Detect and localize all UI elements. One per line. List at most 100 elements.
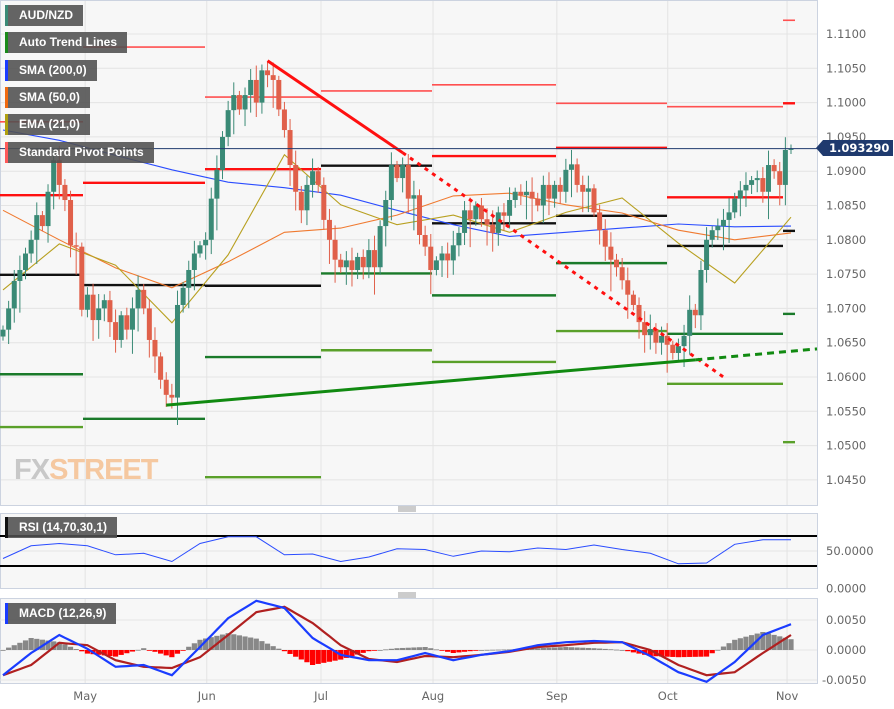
candle-bullish bbox=[6, 308, 12, 330]
legend-item[interactable]: EMA (21,0) bbox=[5, 114, 90, 136]
macd-histogram-bar bbox=[79, 650, 85, 652]
ema21-line bbox=[2, 153, 792, 324]
macd-histogram-bar bbox=[22, 640, 29, 650]
candle-bullish bbox=[51, 160, 57, 192]
macd-histogram-bar bbox=[186, 646, 192, 650]
candle-bearish bbox=[445, 253, 451, 261]
macd-histogram-bar bbox=[737, 638, 743, 650]
macd-histogram-bar bbox=[709, 650, 715, 654]
macd-histogram-bar bbox=[703, 650, 710, 657]
macd-histogram-bar bbox=[146, 650, 152, 651]
macd-histogram-bar bbox=[405, 647, 411, 650]
candle-bullish bbox=[754, 178, 760, 181]
candle-bearish bbox=[276, 79, 282, 110]
macd-histogram-bar bbox=[67, 646, 74, 650]
candle-bullish bbox=[304, 184, 310, 211]
candle-bearish bbox=[315, 171, 321, 185]
macd-histogram-bar bbox=[377, 650, 383, 651]
candle-bearish bbox=[293, 165, 299, 192]
candle-bearish bbox=[298, 191, 304, 211]
y-tick-label: 1.1050 bbox=[826, 61, 866, 75]
macd-tick-label: -0.0050 bbox=[822, 673, 866, 687]
candle-bearish bbox=[349, 260, 355, 270]
candle-bullish bbox=[34, 215, 40, 240]
current-price-tag: 1.093290 bbox=[815, 140, 894, 156]
candle-bullish bbox=[681, 335, 687, 347]
macd-histogram-bar bbox=[236, 635, 242, 650]
candle-bullish bbox=[749, 180, 755, 185]
macd-histogram-bar bbox=[664, 650, 670, 657]
candle-bullish bbox=[343, 260, 349, 268]
macd-histogram-bar bbox=[304, 650, 310, 663]
macd-label[interactable]: MACD (12,26,9) bbox=[5, 603, 117, 624]
candle-bullish bbox=[507, 200, 513, 216]
candle-bullish bbox=[462, 210, 468, 233]
x-tick-label: Jul bbox=[313, 689, 328, 703]
macd-histogram-bar bbox=[557, 647, 563, 650]
macd-histogram-bar bbox=[765, 633, 772, 650]
rsi-tick-label: 0.0000 bbox=[826, 582, 866, 596]
candle-bearish bbox=[664, 335, 670, 345]
macd-histogram-bar bbox=[366, 650, 372, 652]
legend-item[interactable]: SMA (200,0) bbox=[5, 59, 97, 81]
candle-bearish bbox=[62, 184, 68, 201]
x-tick-label: Aug bbox=[422, 689, 444, 703]
candle-bearish bbox=[636, 304, 642, 323]
candle-bullish bbox=[456, 232, 462, 246]
legend-item[interactable]: Auto Trend Lines bbox=[5, 32, 128, 54]
candle-bearish bbox=[467, 210, 473, 220]
macd-histogram-bar bbox=[219, 634, 226, 650]
candle-bearish bbox=[760, 178, 766, 192]
candle-bearish bbox=[597, 212, 603, 231]
candle-bullish bbox=[411, 195, 417, 199]
legend-item[interactable]: SMA (50,0) bbox=[5, 86, 90, 108]
x-tick-label: Nov bbox=[776, 689, 799, 703]
macd-histogram-bar bbox=[445, 650, 451, 652]
candle-bullish bbox=[366, 250, 372, 268]
candle-bearish bbox=[518, 191, 524, 196]
candle-bullish bbox=[242, 95, 248, 110]
macd-histogram-bar bbox=[478, 650, 485, 651]
candle-bullish bbox=[383, 200, 389, 227]
macd-histogram-bar bbox=[687, 650, 693, 657]
candle-bullish bbox=[101, 300, 107, 309]
macd-histogram-bar bbox=[169, 650, 175, 658]
macd-histogram-bar bbox=[112, 650, 119, 657]
macd-line bbox=[2, 599, 792, 684]
macd-histogram-bar bbox=[141, 648, 147, 650]
candle-bullish bbox=[225, 110, 231, 137]
rsi-label[interactable]: RSI (14,70,30,1) bbox=[5, 517, 118, 538]
candle-bearish bbox=[107, 300, 113, 323]
macd-histogram-bar bbox=[17, 642, 23, 650]
macd-histogram-bar bbox=[191, 643, 197, 650]
candle-bearish bbox=[287, 130, 293, 166]
macd-histogram-bar bbox=[84, 650, 91, 654]
candle-bullish bbox=[355, 256, 361, 270]
candle-bullish bbox=[310, 171, 316, 185]
x-tick-label: May bbox=[73, 689, 97, 703]
candle-bearish bbox=[338, 259, 344, 268]
candle-bullish bbox=[765, 165, 771, 192]
candle-bullish bbox=[208, 198, 214, 240]
macd-histogram-bar bbox=[73, 649, 79, 650]
macd-histogram-bar bbox=[349, 650, 355, 657]
candle-bullish bbox=[450, 245, 456, 261]
candle-bullish bbox=[135, 289, 141, 309]
candle-bearish bbox=[529, 191, 535, 199]
legend-item[interactable]: Standard Pivot Points bbox=[5, 141, 154, 163]
candle-bullish bbox=[248, 79, 254, 96]
candle-bullish bbox=[23, 253, 29, 270]
macd-histogram-bar bbox=[416, 647, 423, 650]
candle-bearish bbox=[326, 219, 332, 240]
candle-bullish bbox=[568, 164, 574, 170]
legend-item[interactable]: AUD/NZD bbox=[5, 5, 83, 26]
candle-bullish bbox=[203, 239, 209, 246]
macd-histogram-bar bbox=[158, 650, 164, 654]
macd-histogram-bar bbox=[174, 650, 181, 654]
candle-bearish bbox=[371, 250, 377, 268]
macd-histogram-bar bbox=[692, 650, 698, 657]
candle-bullish bbox=[788, 148, 794, 150]
candle-bearish bbox=[417, 195, 423, 235]
y-tick-label: 1.0450 bbox=[826, 473, 866, 487]
